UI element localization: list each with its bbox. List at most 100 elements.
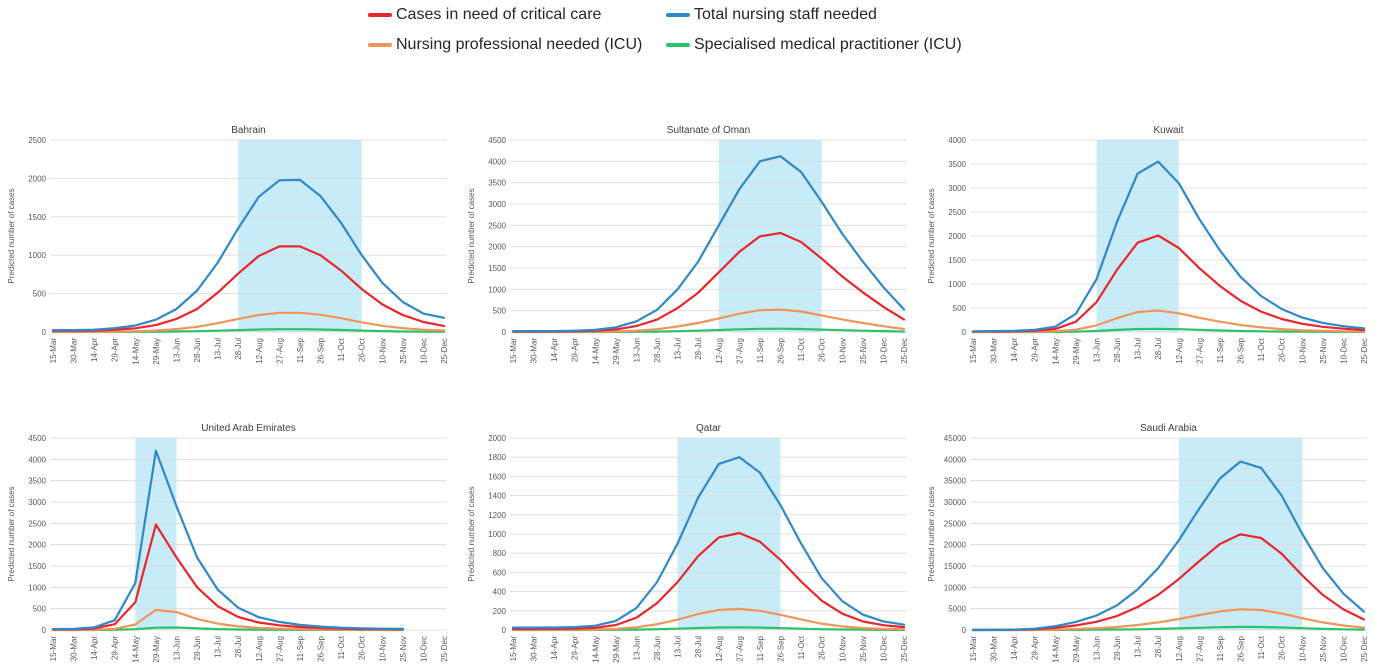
series-line-total [51,178,446,332]
x-tick-label: 11-Sep [1216,635,1225,661]
x-tick-label: 13-Jun [632,338,641,362]
y-tick-label: 1600 [488,472,506,481]
x-tick-label: 29-May [1072,636,1081,663]
y-axis-label: Predicted number of cases [7,188,16,283]
x-tick-label: 30-Mar [530,636,539,662]
x-tick-label: 30-Mar [70,338,79,364]
y-tick-label: 1000 [488,530,506,539]
x-tick-label: 12-Aug [255,338,264,364]
x-tick-label: 26-Oct [818,635,827,660]
x-tick-label: 26-Oct [1278,635,1287,660]
x-tick-label: 29-May [1072,338,1081,365]
legend-item-specialised-practitioner: Specialised medical practitioner (ICU) [666,36,962,54]
x-tick-label: 28-Jun [1113,636,1122,660]
chart-panel-qatar: 0 200 400 600 800 1000 1200 1400 1600 1800 2000 15-… [460,418,915,668]
x-tick-label: 28-Jun [1113,338,1122,362]
series-line-nursing [971,608,1366,632]
chart-panel-saudi-arabia: 0 5000 10000 15000 20000 25000 30000 35000 40000… [920,418,1375,668]
y-tick-label: 1000 [28,583,46,592]
legend-swatch-specialised-practitioner [666,43,690,47]
x-tick-label: 15-Mar [969,338,978,364]
x-tick-label: 10-Dec [419,636,428,662]
x-tick-label: 14-Apr [90,636,99,660]
y-tick-label: 3500 [488,179,506,188]
x-tick-label: 14-May [591,338,600,365]
y-axis-label: Predicted number of cases [7,486,16,581]
chart-title: Sultanate of Oman [667,125,750,136]
x-tick-label: 13-Jul [1134,636,1143,658]
x-tick-label: 14-Apr [90,338,99,362]
chart-title: Saudi Arabia [1140,423,1197,434]
x-tick-label: 28-Jul [234,636,243,658]
y-tick-label: 4000 [948,136,966,145]
y-tick-label: 2000 [28,174,46,183]
x-tick-label: 10-Nov [378,338,387,364]
y-tick-label: 3000 [28,498,46,507]
series-line-critical [971,234,1366,333]
x-tick-label: 11-Oct [337,635,346,659]
x-tick-label: 12-Aug [715,338,724,364]
x-tick-label: 13-Jun [172,338,181,362]
x-tick-label: 25-Dec [440,338,449,364]
x-tick-label: 25-Nov [1319,338,1328,364]
x-tick-label: 29-May [152,636,161,663]
x-tick-label: 28-Jul [1154,338,1163,360]
y-tick-label: 20000 [944,541,967,550]
y-tick-label: 500 [33,290,47,299]
legend-swatch-nursing-professional [368,43,392,47]
x-tick-label: 15-Mar [49,636,58,662]
legend-item-total-nursing: Total nursing staff needed [666,6,877,24]
y-tick-label: 0 [502,626,507,635]
y-tick-label: 3000 [948,184,966,193]
y-tick-label: 10000 [944,583,967,592]
y-tick-label: 1500 [488,264,506,273]
y-tick-label: 500 [493,307,507,316]
x-tick-label: 28-Jul [694,636,703,658]
x-tick-label: 26-Oct [1278,337,1287,362]
x-tick-label: 10-Dec [1339,636,1348,662]
series-line-nursing [971,309,1366,333]
y-tick-label: 600 [493,568,507,577]
series-line-critical [51,523,404,631]
x-tick-label: 27-Aug [735,636,744,662]
y-tick-label: 3000 [488,200,506,209]
x-tick-label: 25-Dec [1360,338,1369,364]
chart-qatar: 0 200 400 600 800 1000 1200 1400 1600 1800 2000 15-… [467,423,909,663]
x-tick-label: 28-Jul [234,338,243,360]
x-tick-label: 13-Jul [674,338,683,360]
x-tick-label: 14-May [131,338,140,365]
chart-panel-kuwait: 0 500 1000 1500 2000 2500 3000 3500 4000 15-Mar 30… [920,120,1375,370]
y-tick-label: 2000 [488,434,506,443]
peak-band [135,438,177,630]
x-tick-label: 10-Nov [838,338,847,364]
series-line-nursing [51,311,446,333]
x-tick-label: 27-Aug [1195,338,1204,364]
x-tick-label: 11-Oct [797,337,806,361]
x-tick-label: 29-May [152,338,161,365]
x-tick-label: 26-Sep [777,635,786,661]
legend-label-total-nursing: Total nursing staff needed [694,6,877,23]
x-tick-label: 13-Jun [632,636,641,660]
legend-label-critical-care: Cases in need of critical care [396,6,602,23]
y-tick-label: 200 [493,607,507,616]
x-tick-label: 25-Dec [1360,636,1369,662]
series-line-total [51,449,404,631]
x-tick-label: 27-Aug [735,338,744,364]
y-tick-label: 2000 [28,541,46,550]
y-tick-label: 400 [493,588,507,597]
x-tick-label: 10-Nov [838,636,847,662]
y-tick-label: 2000 [948,232,966,241]
x-tick-label: 30-Mar [990,338,999,364]
y-tick-label: 1500 [948,256,966,265]
x-tick-label: 11-Sep [296,635,305,661]
x-tick-label: 29-May [612,636,621,663]
x-tick-label: 11-Oct [1257,635,1266,659]
x-tick-label: 28-Jun [193,636,202,660]
x-tick-label: 25-Dec [900,636,909,662]
x-tick-label: 28-Jun [653,636,662,660]
x-tick-label: 14-May [591,636,600,663]
y-tick-label: 0 [42,328,47,337]
x-tick-label: 30-Mar [70,636,79,662]
x-tick-label: 14-Apr [1010,338,1019,362]
x-tick-label: 29-Apr [111,338,120,362]
